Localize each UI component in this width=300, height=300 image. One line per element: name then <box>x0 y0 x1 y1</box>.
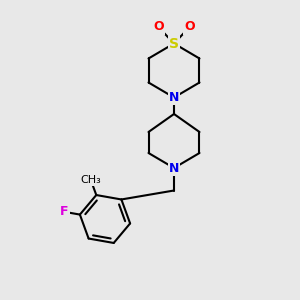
Text: N: N <box>169 91 179 104</box>
Text: O: O <box>153 20 164 34</box>
Text: CH₃: CH₃ <box>80 175 101 184</box>
Text: O: O <box>184 20 195 34</box>
Text: S: S <box>169 37 179 50</box>
Text: F: F <box>60 206 69 218</box>
Text: N: N <box>169 161 179 175</box>
